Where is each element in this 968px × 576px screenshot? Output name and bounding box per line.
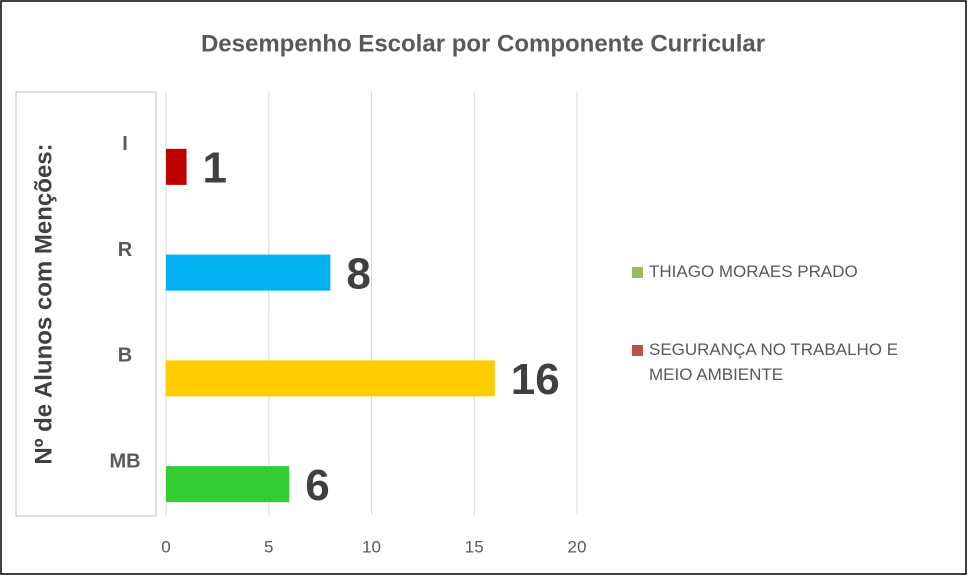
axis-title-frame	[15, 91, 157, 517]
y-axis-title: Nº de Alunos com Menções:	[30, 143, 57, 464]
legend-label: SEGURANÇA NO TRABALHO E MEIO AMBIENTE	[649, 340, 899, 384]
legend-entry: THIAGO MORAES PRADO	[632, 262, 932, 284]
chart-title: Desempenho Escolar por Componente Curric…	[201, 30, 765, 57]
bar	[166, 360, 495, 397]
y-tick-label: MB	[109, 450, 140, 472]
x-tick-label: 10	[362, 537, 381, 556]
x-tick-label: 20	[568, 537, 587, 556]
legend-label: THIAGO MORAES PRADO	[649, 262, 858, 281]
bar	[166, 466, 290, 503]
y-tick-label: B	[118, 345, 132, 367]
y-tick-label: I	[122, 133, 128, 155]
bar	[166, 148, 187, 185]
y-tick-label: R	[118, 239, 133, 261]
x-tick-label: 15	[465, 537, 484, 556]
bar	[166, 254, 331, 291]
x-tick-label: 0	[161, 537, 170, 556]
data-label: 8	[346, 249, 370, 298]
x-tick-label: 5	[264, 537, 273, 556]
data-label: 16	[511, 355, 560, 404]
legend-swatch	[632, 267, 643, 278]
data-label: 1	[203, 144, 227, 193]
legend-swatch	[632, 345, 643, 356]
legend-entry: SEGURANÇA NO TRABALHO E MEIO AMBIENTE	[632, 340, 932, 387]
data-label: 6	[305, 461, 329, 510]
